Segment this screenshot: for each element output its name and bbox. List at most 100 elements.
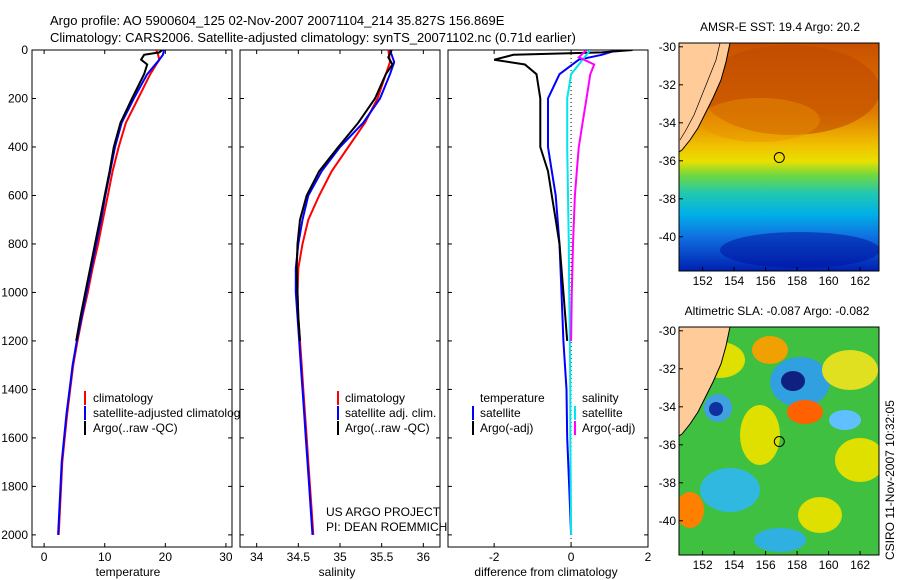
- map-y-tick-label: -30: [659, 40, 677, 54]
- map-x-tick-label: 152: [693, 274, 713, 288]
- map-x-tick-label: 162: [850, 558, 870, 572]
- salinity-lines: [294, 50, 396, 535]
- credit-pi: PI: DEAN ROEMMICH: [326, 520, 447, 534]
- y-tick-label: 2000: [1, 528, 28, 542]
- x-tick-label: 34: [250, 550, 264, 564]
- sla-blob-10: [835, 438, 879, 482]
- isobath: [679, 43, 721, 141]
- map-x-tick-label: 156: [756, 558, 776, 572]
- map-x-tick-label: 152: [693, 558, 713, 572]
- legend-label-sal-satellite: satellite: [582, 406, 623, 420]
- sla-blob-15: [829, 410, 861, 430]
- x-tick-label: 35.5: [370, 550, 394, 564]
- coastline: [679, 43, 731, 153]
- x-tick-label: 0: [41, 550, 48, 564]
- map-x-tick-label: 154: [724, 558, 744, 572]
- sst-map-frame: [678, 42, 880, 272]
- map-x-tick-label: 158: [787, 558, 807, 572]
- timestamp-stamp: CSIRO 11-Nov-2007 10:32:05: [883, 400, 897, 560]
- map-y-tick-label: -34: [659, 400, 677, 414]
- difference-xlabel: difference from climatology: [474, 565, 617, 579]
- credit-project: US ARGO PROJECT: [326, 505, 441, 519]
- sla-blob-14: [754, 528, 806, 552]
- legend-label-sal-argo: Argo(-adj): [582, 421, 635, 435]
- sla-blob-13: [798, 497, 842, 533]
- x-tick-label: 34.5: [287, 550, 311, 564]
- sla-blob-12: [679, 492, 704, 528]
- salinity-ticks: 34 34.5 35 35.5 36: [240, 49, 440, 564]
- legend-label-argo: Argo(..raw -QC): [93, 421, 178, 435]
- sst-map-title: AMSR-E SST: 19.4 Argo: 20.2: [700, 20, 860, 34]
- series-line-satellite-adjusted-climatology: [57, 50, 166, 535]
- y-tick-label: 200: [8, 91, 28, 105]
- figure-title-line1: Argo profile: AO 5900604_125 02-Nov-2007…: [50, 13, 505, 28]
- temperature-legend: climatology satellite-adjusted climatolo…: [84, 391, 246, 435]
- x-tick-label: 35: [333, 550, 347, 564]
- series-line-argo-raw-qc-: [75, 50, 163, 342]
- series-line-satellite-adj-clim-: [294, 50, 396, 535]
- x-tick-label: 20: [159, 550, 173, 564]
- temperature-xlabel: temperature: [96, 565, 161, 579]
- map-y-tick-label: -36: [659, 438, 677, 452]
- x-tick-label: 2: [645, 550, 652, 564]
- y-tick-label: 0: [21, 43, 28, 57]
- cold-blob: [720, 232, 879, 268]
- sla-blob-4: [781, 371, 805, 391]
- y-tick-label: 1800: [1, 479, 28, 493]
- legend-title-temperature: temperature: [480, 391, 545, 405]
- legend-title-salinity: salinity: [582, 391, 619, 405]
- y-tick-label: 600: [8, 188, 28, 202]
- coastline: [679, 327, 731, 437]
- difference-ticks: -2 0 2: [448, 49, 652, 564]
- sst-map-ticks: 152 154 156 158 160 162 -30 -32 -34 -36 -38 -40: [659, 40, 871, 288]
- figure-title-line2: Climatology: CARS2006. Satellite-adjuste…: [50, 30, 576, 45]
- difference-legend: temperature satellite Argo(-adj) salinit…: [472, 391, 635, 435]
- difference-panel: -2 0 2 difference from climatology tempera…: [447, 49, 652, 579]
- legend-label-temp-satellite: satellite: [480, 406, 521, 420]
- map-y-tick-label: -30: [659, 324, 677, 338]
- map-y-tick-label: -40: [659, 230, 677, 244]
- series-line-temperature-satellite: [547, 50, 618, 535]
- difference-lines: [493, 50, 633, 535]
- salinity-xlabel: salinity: [319, 565, 356, 579]
- sla-blob-11: [700, 468, 760, 512]
- map-x-tick-label: 158: [787, 274, 807, 288]
- sla-map-panel: Altimetric SLA: -0.087 Argo: -0.082 152 1…: [659, 304, 880, 572]
- x-tick-label: 10: [98, 550, 112, 564]
- sla-map-frame: [678, 326, 880, 556]
- salinity-axes-box: [239, 49, 441, 548]
- series-line-salinity-argo-adj-: [570, 50, 596, 341]
- legend-label-satellite: satellite-adjusted climatology: [93, 406, 246, 420]
- warm-tongue-blob: [700, 98, 820, 142]
- legend-label-climatology: climatology: [345, 391, 405, 405]
- salinity-panel: 34 34.5 35 35.5 36 salinity climatology sate…: [239, 49, 447, 579]
- sla-blob-9: [822, 350, 878, 390]
- x-tick-label: 30: [219, 550, 233, 564]
- argo-float-marker: [773, 152, 785, 164]
- salinity-legend: climatology satellite adj. clim. Argo(..…: [337, 391, 436, 435]
- map-x-tick-label: 154: [724, 274, 744, 288]
- sst-map-panel: AMSR-E SST: 19.4 Argo: 20.2 152 154 156 158…: [659, 20, 880, 288]
- series-line-temperature-argo-adj-: [493, 50, 633, 341]
- australia-land: [679, 43, 730, 152]
- series-line-salinity-satellite: [566, 50, 592, 535]
- temperature-lines: [57, 50, 166, 535]
- map-x-tick-label: 160: [819, 274, 839, 288]
- map-y-tick-label: -38: [659, 192, 677, 206]
- legend-label-climatology: climatology: [93, 391, 153, 405]
- temperature-axes-box: [31, 49, 233, 548]
- australia-land: [679, 327, 730, 436]
- sla-map-ticks: 152 154 156 158 160 162 -30 -32 -34 -36 -38 -40: [659, 324, 871, 572]
- temperature-ticks: 0 10 20 30 0 200 400 600 800 1000 1200 1400 1600 1800…: [1, 43, 233, 564]
- series-line-argo-raw-qc-: [295, 50, 394, 341]
- sla-blob-8: [740, 405, 780, 465]
- map-y-tick-label: -32: [659, 78, 677, 92]
- y-tick-label: 1400: [1, 382, 28, 396]
- warm-core-blob: [700, 45, 879, 135]
- map-y-tick-label: -36: [659, 154, 677, 168]
- map-y-tick-label: -40: [659, 514, 677, 528]
- map-y-tick-label: -32: [659, 362, 677, 376]
- y-tick-label: 400: [8, 140, 28, 154]
- legend-label-temp-argo: Argo(-adj): [480, 421, 533, 435]
